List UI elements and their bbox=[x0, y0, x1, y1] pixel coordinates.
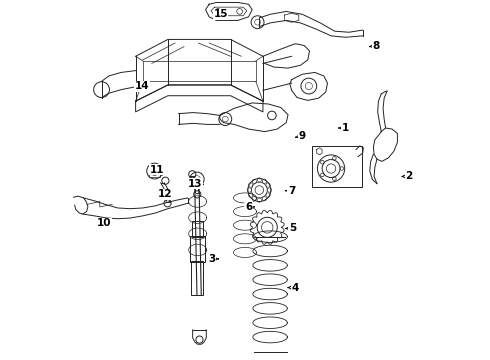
Bar bbox=[190, 235, 205, 262]
Bar bbox=[191, 261, 203, 295]
Bar bbox=[313, 146, 362, 187]
Text: 4: 4 bbox=[292, 283, 299, 293]
Text: 9: 9 bbox=[298, 131, 305, 141]
Text: 15: 15 bbox=[213, 9, 228, 19]
Text: 8: 8 bbox=[372, 41, 380, 50]
Text: 3: 3 bbox=[208, 254, 216, 264]
Text: 13: 13 bbox=[188, 179, 202, 189]
Text: 6: 6 bbox=[245, 202, 252, 212]
Bar bbox=[149, 170, 160, 177]
Text: 14: 14 bbox=[134, 81, 149, 91]
Text: 10: 10 bbox=[97, 218, 112, 228]
Text: 12: 12 bbox=[158, 189, 172, 199]
Text: 1: 1 bbox=[342, 123, 349, 133]
Text: 7: 7 bbox=[288, 186, 295, 196]
Bar bbox=[192, 221, 203, 237]
Text: 5: 5 bbox=[289, 224, 296, 233]
Text: 2: 2 bbox=[406, 171, 413, 181]
Text: 11: 11 bbox=[150, 165, 164, 175]
